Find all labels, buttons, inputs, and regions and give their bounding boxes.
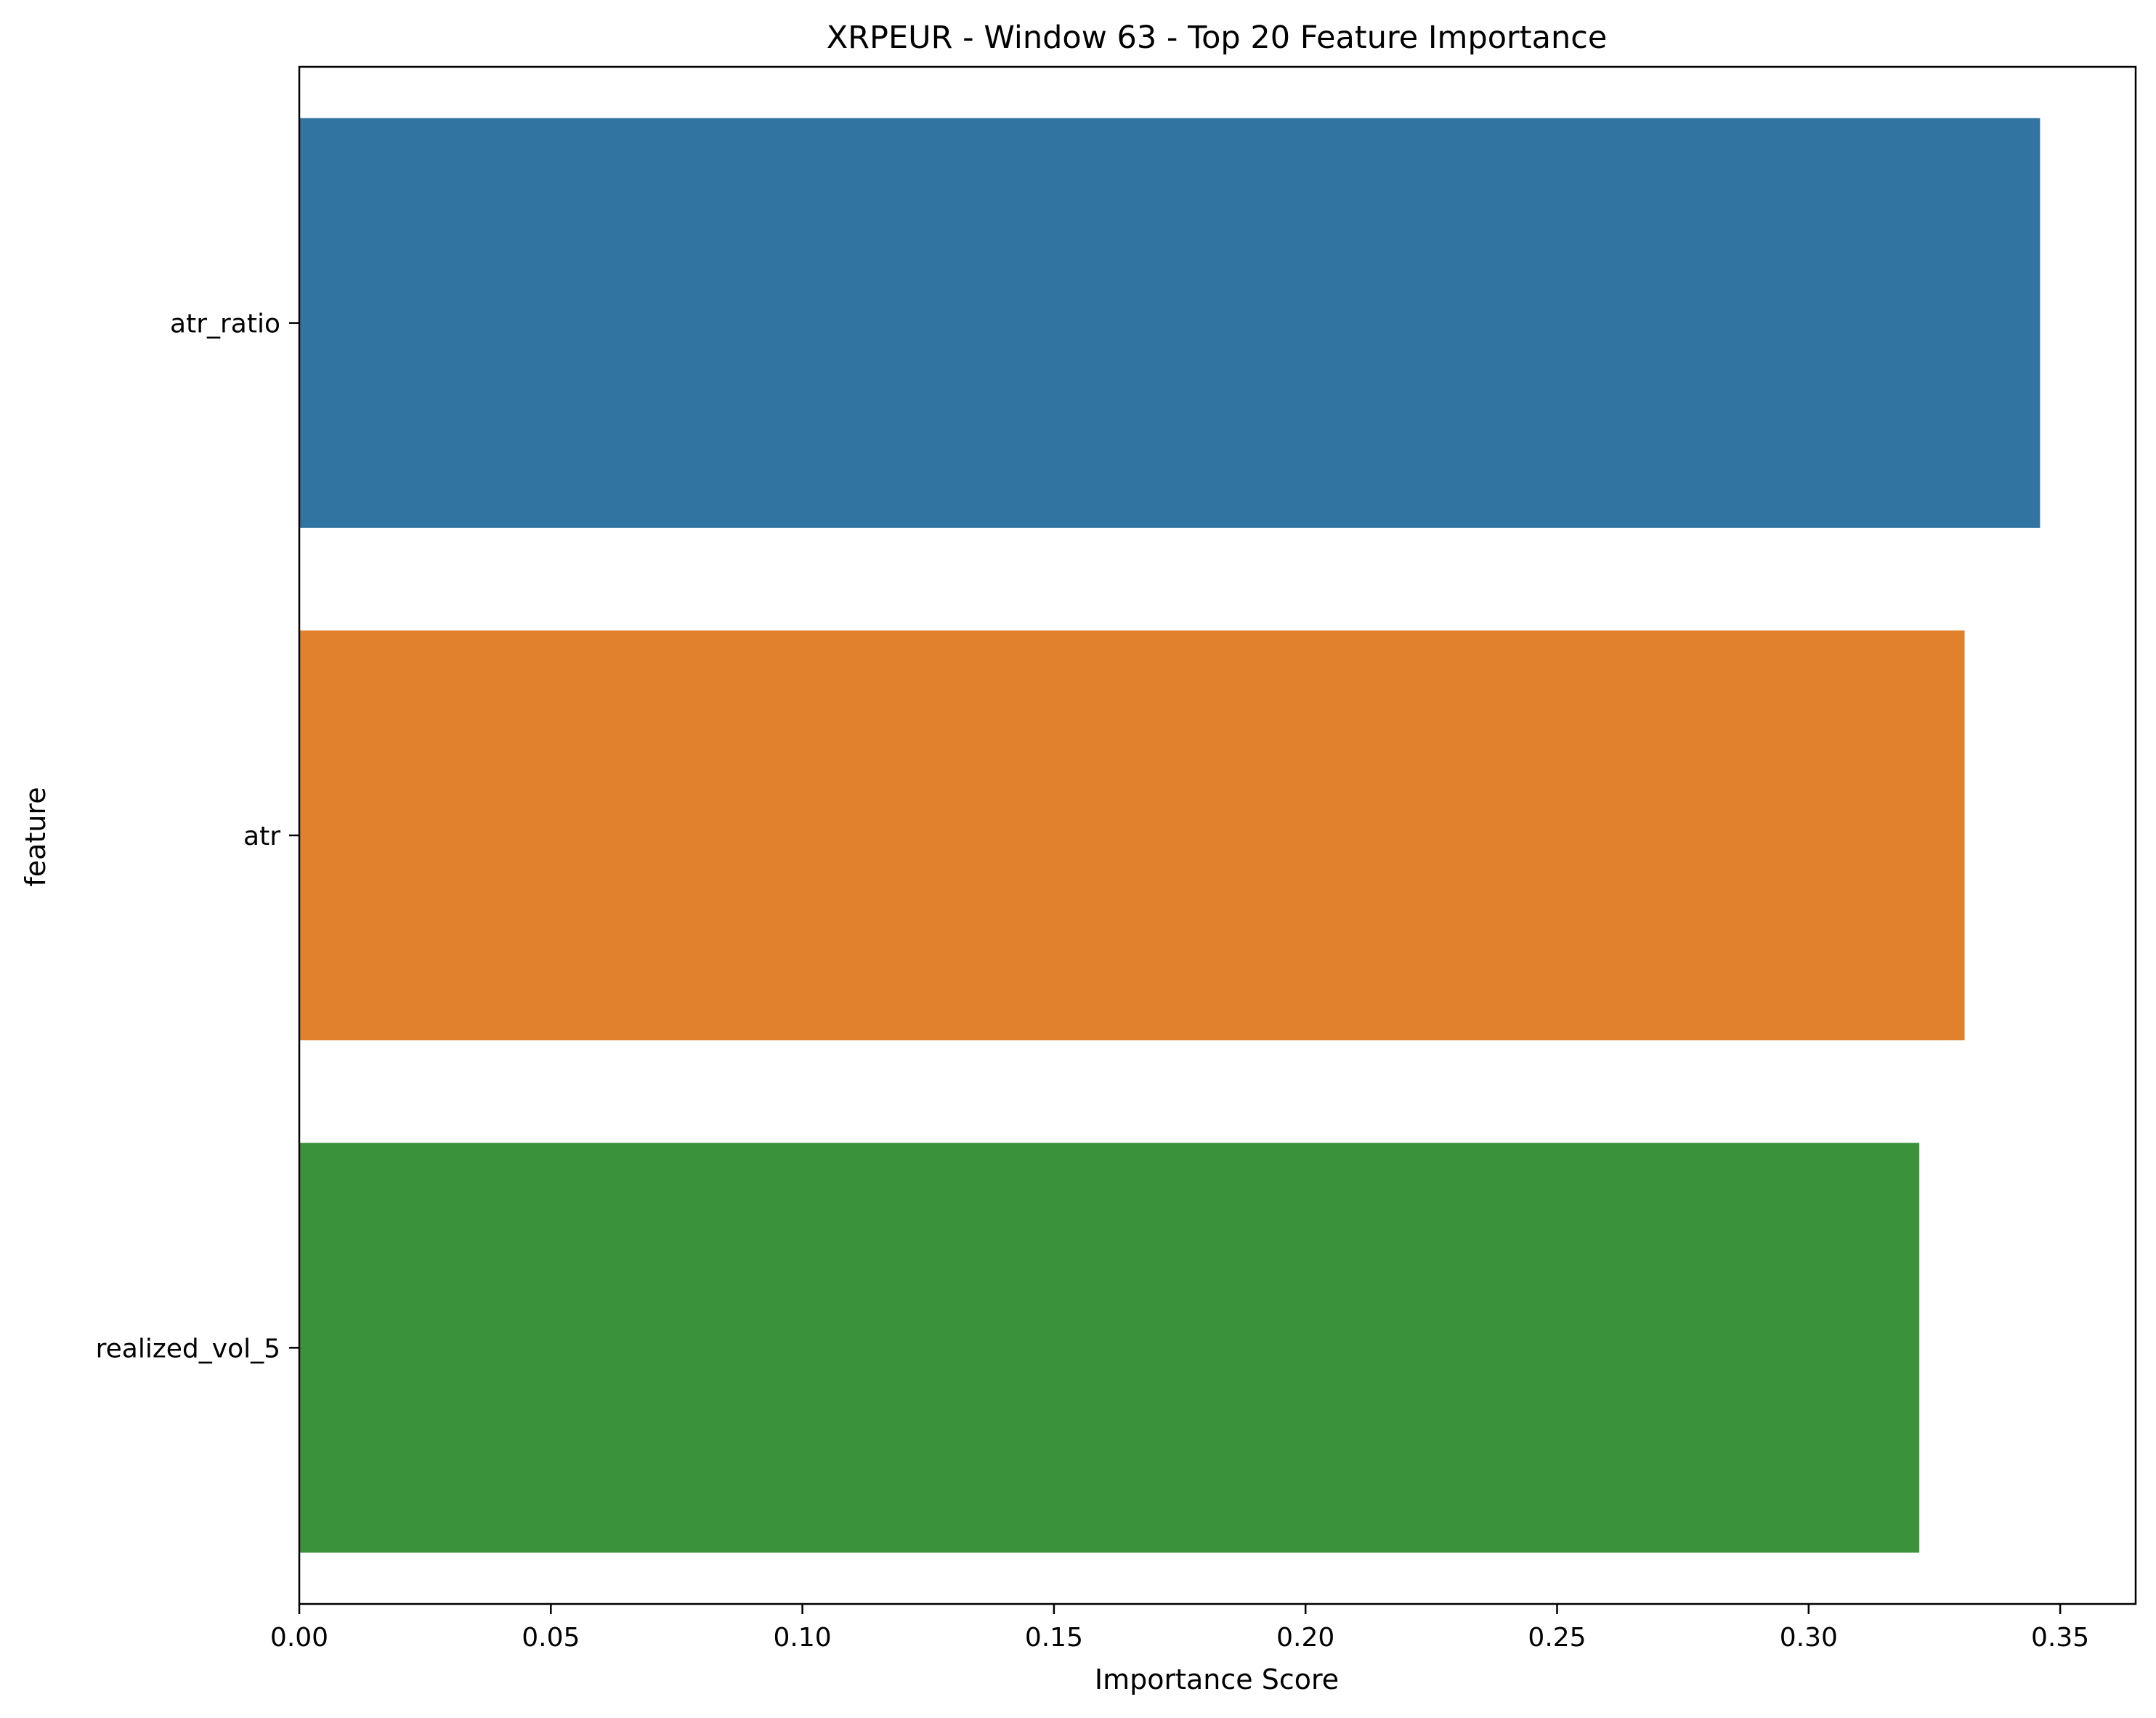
- x-axis-label: Importance Score: [1095, 1664, 1339, 1695]
- bar-atr-ratio: [299, 118, 2040, 528]
- x-tick-label: 0.00: [270, 1623, 328, 1653]
- bar-realized-vol-5: [299, 1143, 1920, 1553]
- x-tick-label: 0.10: [774, 1623, 832, 1653]
- x-tick-label: 0.25: [1528, 1623, 1586, 1653]
- x-tick-label: 0.30: [1780, 1623, 1838, 1653]
- x-tick-label: 0.35: [2031, 1623, 2089, 1653]
- bar-atr: [299, 630, 1965, 1041]
- x-tick-label: 0.20: [1276, 1623, 1334, 1653]
- plot-frame: [298, 65, 2137, 1605]
- x-tick-label: 0.15: [1025, 1623, 1083, 1653]
- y-tick-label: atr: [243, 822, 280, 851]
- y-tick-label: realized_vol_5: [96, 1334, 280, 1364]
- chart-title: XRPEUR - Window 63 - Top 20 Feature Impo…: [827, 20, 1608, 56]
- bars-layer: [299, 118, 2040, 1553]
- y-axis-label: feature: [20, 787, 52, 886]
- x-tick-label: 0.05: [522, 1623, 580, 1653]
- y-tick-label: atr_ratio: [170, 309, 280, 339]
